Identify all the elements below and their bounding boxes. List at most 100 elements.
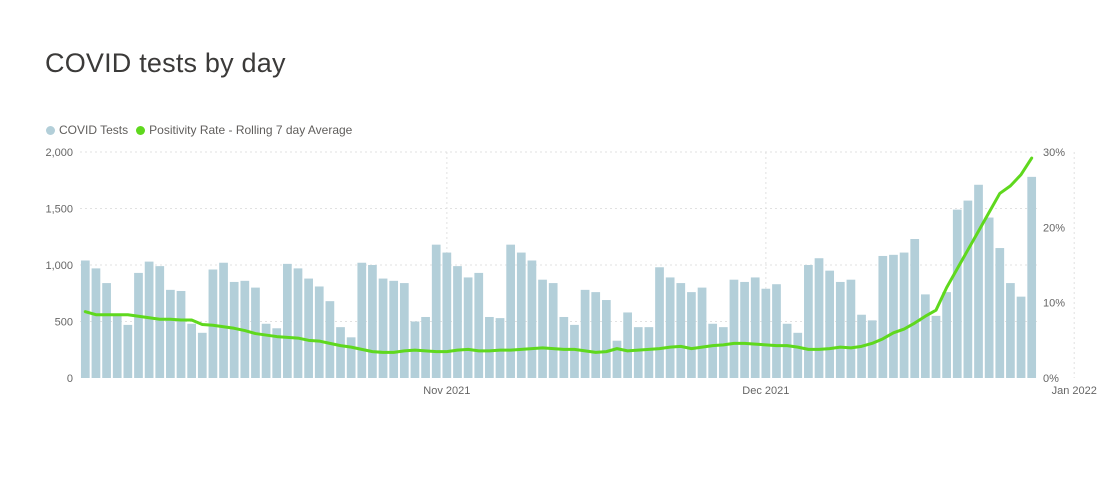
- y-right-tick-label: 20%: [1043, 222, 1065, 234]
- bar-covid-tests: [1027, 176, 1037, 378]
- y-right-tick-label: 10%: [1043, 298, 1065, 310]
- bar-covid-tests: [485, 316, 494, 378]
- bar-covid-tests: [910, 239, 920, 378]
- legend-label-positivity: Positivity Rate - Rolling 7 day Average: [149, 123, 353, 137]
- bar-covid-tests: [591, 292, 601, 378]
- y-left-tick-label: 0: [67, 373, 73, 385]
- bar-covid-tests: [538, 279, 547, 378]
- bar-covid-tests: [144, 261, 154, 378]
- bar-covid-tests: [495, 318, 505, 378]
- bar-covid-tests: [134, 272, 143, 378]
- bar-covid-tests: [346, 337, 356, 378]
- bar-covid-tests: [314, 286, 324, 378]
- bar-covid-tests: [772, 284, 781, 378]
- x-tick-label: Dec 2021: [742, 385, 789, 397]
- bar-covid-tests: [889, 254, 898, 378]
- bar-covid-tests: [474, 272, 484, 378]
- bar-covid-tests: [835, 281, 845, 378]
- bar-covid-tests: [804, 265, 813, 378]
- legend-marker-tests: [46, 125, 55, 135]
- bar-covid-tests: [516, 252, 526, 378]
- bar-covid-tests: [91, 268, 101, 378]
- bar-covid-tests: [453, 266, 462, 378]
- bar-covid-tests: [123, 324, 133, 378]
- y-left-tick-label: 500: [55, 317, 73, 329]
- bar-covid-tests: [920, 294, 930, 378]
- bar-covid-tests: [995, 248, 1005, 378]
- bar-covid-tests: [229, 281, 239, 378]
- bar-covid-tests: [261, 323, 271, 378]
- bar-covid-tests: [442, 252, 452, 378]
- y-right-tick-label: 30%: [1043, 147, 1065, 159]
- bar-covid-tests: [155, 266, 165, 378]
- y-right-tick-label: 0%: [1043, 373, 1059, 385]
- bar-covid-tests: [187, 323, 197, 378]
- bar-covid-tests: [729, 279, 739, 378]
- bar-covid-tests: [825, 270, 835, 378]
- chart-legend: COVID Tests Positivity Rate - Rolling 7 …: [46, 123, 352, 137]
- bar-covid-tests: [718, 327, 728, 378]
- bar-covid-tests: [378, 278, 388, 378]
- y-left-tick-label: 1,500: [45, 204, 73, 216]
- bar-covid-tests: [176, 290, 186, 378]
- bar-covid-tests: [942, 292, 951, 378]
- bar-covid-tests: [580, 289, 590, 378]
- bar-covid-tests: [952, 209, 962, 378]
- bar-covid-tests: [357, 262, 367, 378]
- x-tick-label: Jan 2022: [1052, 385, 1097, 397]
- bar-covid-tests: [506, 244, 516, 378]
- bar-covid-tests: [974, 184, 983, 378]
- y-left-tick-label: 1,000: [45, 260, 73, 272]
- legend-item-positivity[interactable]: Positivity Rate - Rolling 7 day Average: [136, 123, 352, 137]
- chart-title: COVID tests by day: [45, 48, 286, 78]
- bar-covid-tests: [814, 258, 824, 378]
- bar-covid-tests: [687, 292, 696, 378]
- bar-covid-tests: [644, 327, 654, 378]
- legend-item-tests[interactable]: COVID Tests: [46, 123, 128, 137]
- bar-covid-tests: [867, 320, 877, 378]
- bar-covid-tests: [293, 268, 303, 378]
- bar-covid-tests: [219, 262, 228, 378]
- bar-covid-tests: [623, 312, 632, 378]
- bar-covid-tests: [272, 328, 282, 378]
- y-left-tick-label: 2,000: [45, 147, 73, 159]
- bar-covid-tests: [559, 316, 569, 378]
- bar-covid-tests: [761, 288, 771, 378]
- bar-covid-tests: [197, 332, 207, 378]
- bar-covid-tests: [548, 283, 558, 378]
- bar-covid-tests: [750, 277, 760, 378]
- x-tick-label: Nov 2021: [423, 385, 470, 397]
- bar-covid-tests: [80, 260, 90, 378]
- bar-covid-tests: [665, 277, 675, 378]
- bar-covid-tests: [740, 281, 749, 378]
- bar-covid-tests: [431, 244, 441, 378]
- bar-covid-tests: [421, 316, 430, 378]
- bar-covid-tests: [527, 260, 537, 378]
- bar-covid-tests: [846, 279, 856, 378]
- bar-covid-tests: [102, 283, 111, 378]
- bar-covid-tests: [655, 267, 664, 378]
- bar-covid-tests: [304, 278, 313, 378]
- bar-covid-tests: [463, 277, 473, 378]
- bar-covid-tests: [984, 217, 994, 378]
- bar-covid-tests: [399, 283, 409, 378]
- bar-covid-tests: [931, 315, 941, 378]
- bar-covid-tests: [368, 265, 377, 378]
- legend-label-tests: COVID Tests: [59, 123, 129, 137]
- bar-covid-tests: [708, 323, 718, 378]
- bar-covid-tests: [793, 332, 803, 378]
- bar-covid-tests: [570, 324, 579, 378]
- bar-covid-tests: [601, 300, 611, 378]
- bar-covid-tests: [389, 280, 399, 378]
- bar-covid-tests: [676, 283, 686, 378]
- bar-covid-tests: [1006, 283, 1015, 378]
- bar-covid-tests: [112, 313, 122, 378]
- bar-covid-tests: [325, 301, 335, 378]
- line-positivity-rate: [83, 156, 1034, 354]
- bar-covid-tests: [697, 287, 707, 378]
- bar-covid-tests: [1016, 296, 1026, 378]
- bar-covid-tests: [963, 200, 973, 378]
- bar-covid-tests: [208, 269, 218, 378]
